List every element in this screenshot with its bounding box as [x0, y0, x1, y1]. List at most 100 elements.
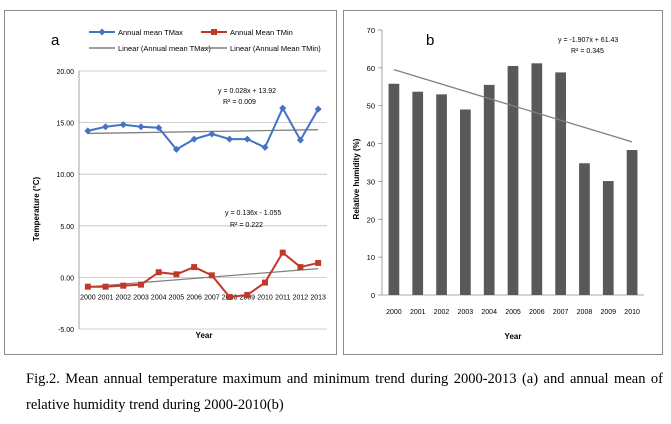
gridlines-a — [78, 70, 327, 330]
panel-letter-b: b — [426, 32, 434, 49]
trendline-tmax — [87, 129, 319, 135]
y-tick-labels-a: -5.00 0.00 5.00 10.00 15.00 20.00 — [56, 69, 74, 334]
trendlines-a — [87, 129, 319, 288]
bar-2002 — [436, 94, 447, 295]
data-point-tmax — [172, 145, 180, 153]
data-point-tmax — [261, 143, 269, 151]
y-tick-label-b: 0 — [371, 291, 375, 300]
x-tick-label-a: 2005 — [169, 294, 185, 301]
data-point-tmax — [84, 127, 92, 135]
data-point-tmax — [155, 124, 163, 132]
data-point-tmax — [190, 135, 198, 143]
y-axis-title-b: Relative humidity (%) — [352, 138, 361, 219]
data-point-tmin — [173, 271, 180, 278]
humidity-chart-panel: b 0 10 20 30 40 50 60 70 2000 2001 2002 2003 2004 20… — [343, 10, 663, 355]
legend-a: Annual mean TMax Annual Mean TMin Linear… — [89, 28, 321, 53]
y-tick-label-b: 30 — [367, 177, 375, 186]
y-tick-label-a: 0.00 — [60, 275, 74, 282]
data-point-tmin — [120, 282, 127, 289]
figure-caption: Fig.2. Mean annual temperature maximum a… — [26, 371, 663, 413]
r2-rh: R² = 0.345 — [571, 48, 604, 55]
data-point-tmax — [243, 135, 251, 143]
data-point-tmin — [226, 294, 233, 301]
bar-2000 — [388, 83, 400, 295]
x-axis-title-b: Year — [505, 332, 522, 341]
data-point-tmin — [279, 249, 286, 256]
data-point-tmax — [279, 104, 287, 112]
x-tick-label-a: 2010 — [257, 294, 273, 301]
bar-2008 — [579, 163, 590, 295]
y-tick-label-a: 15.00 — [56, 121, 74, 128]
equation-rh: y = -1.907x + 61.43 — [558, 37, 618, 44]
data-point-tmin — [191, 264, 198, 271]
data-point-tmin — [297, 264, 304, 271]
x-tick-labels-b: 2000 2001 2002 2003 2004 2005 2006 2007 2008 2009… — [386, 309, 640, 316]
data-point-tmin — [262, 279, 268, 286]
x-tick-label-b: 2000 — [386, 309, 402, 316]
x-tick-label-b: 2006 — [529, 309, 545, 316]
equation-tmin: y = 0.136x - 1.055 — [225, 210, 281, 217]
bar-2001 — [412, 91, 424, 295]
y-tick-label-b: 40 — [367, 140, 375, 149]
legend-marker-tmin — [211, 29, 217, 35]
bar-2003 — [460, 109, 471, 295]
x-axis-title-a: Year — [196, 331, 213, 340]
x-tick-label-a: 2004 — [151, 294, 167, 301]
bar-2006 — [531, 63, 543, 295]
data-series-a — [84, 104, 322, 301]
bar-2010 — [626, 150, 638, 295]
y-tick-label-a: -5.00 — [58, 327, 74, 334]
data-point-tmax — [296, 136, 304, 144]
bars-b — [388, 63, 638, 296]
y-tick-label-b: 10 — [367, 253, 375, 262]
temperature-chart-panel: a Annual mean TMax Annual Mean TMin Line… — [4, 10, 337, 355]
r2-tmax: R² = 0.009 — [223, 99, 256, 106]
y-tick-label-a: 20.00 — [56, 69, 74, 76]
data-point-tmax — [314, 105, 322, 113]
data-point-tmin — [244, 291, 251, 298]
y-tick-label-b: 20 — [367, 215, 375, 224]
data-point-tmax — [102, 123, 110, 131]
data-point-tmin — [84, 283, 91, 290]
x-tick-label-b: 2004 — [481, 309, 497, 316]
x-tick-label-b: 2009 — [600, 309, 616, 316]
panel-letter-a: a — [51, 32, 60, 49]
data-point-tmin — [138, 281, 144, 288]
data-point-tmin — [102, 283, 109, 290]
x-tick-label-b: 2001 — [410, 309, 426, 316]
bar-2005 — [507, 65, 519, 295]
data-point-tmin — [155, 269, 162, 276]
x-tick-label-b: 2008 — [577, 309, 593, 316]
x-tick-label-a: 2012 — [293, 294, 309, 301]
x-tick-labels-a: 2000200120022003200420052006200720082009… — [80, 294, 326, 301]
bar-2009 — [602, 181, 614, 295]
x-tick-label-b: 2007 — [553, 309, 569, 316]
x-tick-label-b: 2003 — [458, 309, 474, 316]
data-point-tmin — [315, 259, 322, 266]
series-line-tmin — [87, 251, 319, 299]
y-tick-label-a: 5.00 — [60, 224, 74, 231]
data-point-tmax — [226, 135, 234, 143]
y-tick-labels-b: 0 10 20 30 40 50 60 70 — [367, 26, 375, 300]
trendline-rh — [393, 69, 633, 143]
x-tick-label-b: 2002 — [434, 309, 450, 316]
x-tick-label-a: 2003 — [133, 294, 149, 301]
bar-2007 — [555, 72, 566, 296]
x-tick-label-b: 2005 — [505, 309, 521, 316]
bar-2004 — [483, 84, 495, 296]
y-tick-label-b: 50 — [367, 102, 375, 111]
y-tick-label-b: 70 — [367, 26, 375, 35]
x-tick-label-a: 2006 — [186, 294, 202, 301]
legend-marker-tmax — [98, 28, 106, 36]
series-line-tmax — [87, 105, 320, 151]
legend-label-tmin: Annual Mean TMin — [230, 28, 293, 37]
x-tick-label-a: 2001 — [98, 294, 114, 301]
y-tick-label-b: 60 — [367, 64, 375, 73]
legend-label-trend-tmin: Linear (Annual Mean TMin) — [230, 44, 321, 53]
trendline-b — [393, 69, 633, 143]
x-tick-label-a: 2000 — [80, 294, 96, 301]
temperature-line-chart: a Annual mean TMax Annual Mean TMin Line… — [32, 28, 327, 340]
x-tick-label-a: 2007 — [204, 294, 220, 301]
data-point-tmin — [208, 272, 215, 279]
